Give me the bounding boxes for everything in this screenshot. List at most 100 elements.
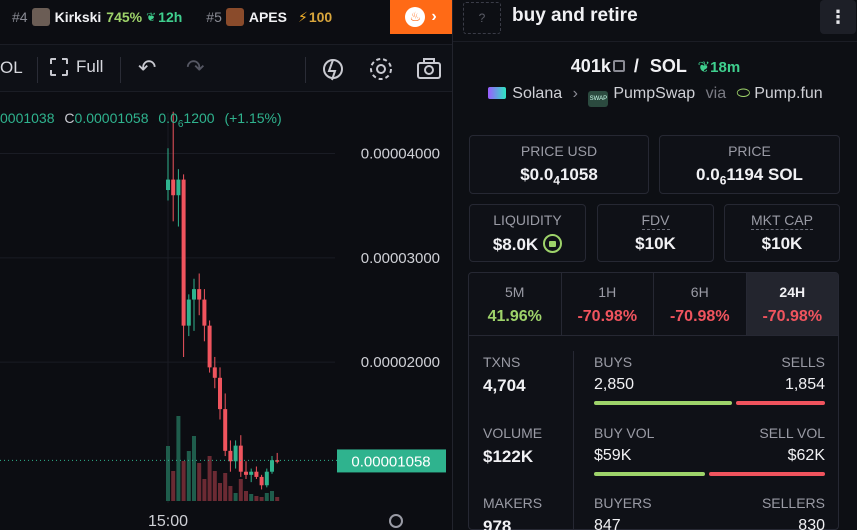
chart-pair-label[interactable]: OL (0, 58, 23, 77)
volume-bar (244, 491, 248, 501)
camera-icon[interactable] (415, 55, 443, 83)
candle-body (275, 460, 280, 462)
redo-icon[interactable]: ↷ (186, 55, 205, 80)
gear-icon (389, 514, 403, 528)
launchpad-link[interactable]: Pump.fun (754, 85, 823, 102)
makers-split: BUYERS SELLERS 847 830 (594, 495, 825, 530)
undo-icon[interactable]: ↶ (138, 55, 157, 80)
copy-icon[interactable] (612, 60, 625, 72)
volume-bar (176, 416, 181, 501)
candle-body (259, 476, 264, 486)
current-price-tag (337, 449, 446, 473)
token-image-placeholder[interactable]: ? (463, 2, 501, 34)
toolbar-divider (37, 57, 38, 83)
price-usd-value: $0.041058 (470, 165, 648, 187)
txns-value: 4,704 (483, 376, 526, 395)
ticker-item-4[interactable]: #4 Kirkski 745% ❦ 12h (12, 8, 182, 26)
buys-label: BUYS (594, 354, 633, 370)
sells-bar (736, 401, 825, 405)
chain-link[interactable]: Solana (512, 85, 563, 102)
candle-body (270, 460, 274, 472)
dex-link[interactable]: PumpSwap (613, 85, 696, 102)
tab-6h[interactable]: 6H -70.98% (654, 273, 747, 335)
liquidity-value-wrap: $8.0K (470, 234, 585, 255)
volume-label: VOLUME (483, 425, 543, 441)
price-usd-prefix: $0.0 (520, 165, 554, 184)
volume-bar (171, 471, 176, 501)
volume-bar (275, 497, 280, 501)
volume-split: BUY VOL SELL VOL $59K $62K (594, 425, 825, 476)
buys-bar (594, 401, 732, 405)
via-label: via (705, 85, 727, 102)
trending-ticker: #4 Kirkski 745% ❦ 12h #5 APES ⚡ 100 (0, 0, 452, 34)
divider (573, 351, 574, 530)
volume-bar (259, 497, 264, 501)
ohlc-close: 0.00001058 (74, 110, 149, 126)
price-sol-value: 0.061194 SOL (660, 165, 839, 187)
volume-bar (186, 451, 191, 501)
volume-bar (181, 461, 186, 501)
sprout-icon: ❦ (697, 59, 711, 76)
tab-label: 5M (505, 284, 525, 300)
x-tick-label: 15:00 (148, 513, 188, 530)
buys-sells-bar (594, 401, 825, 405)
pumpswap-icon: SWAP (588, 91, 609, 107)
liquidity-value: $8.0K (492, 235, 539, 254)
divider (453, 41, 857, 42)
ticker-rank: #4 (12, 9, 28, 25)
buy-vol-value: $59K (594, 447, 632, 464)
lock-icon[interactable] (543, 234, 563, 253)
tab-24h[interactable]: 24H -70.98% (746, 273, 838, 335)
volume-bar (202, 479, 207, 501)
sellers-value: 830 (798, 517, 825, 530)
ticker-token-name: APES (248, 9, 287, 25)
price-sol-label: PRICE (728, 143, 771, 159)
sells-value: 1,854 (784, 376, 825, 393)
volume-value: $122K (483, 447, 534, 466)
token-avatar (31, 8, 50, 26)
txns-label: TXNS (483, 354, 521, 370)
sells-label: SELLS (781, 354, 825, 370)
tab-change: -70.98% (577, 308, 638, 325)
price-usd-zeros: 4 (553, 173, 560, 188)
volume-bar (192, 436, 196, 501)
toolbar-divider (305, 57, 306, 83)
tab-5m[interactable]: 5M 41.96% (469, 273, 562, 335)
ticker-item-5[interactable]: #5 APES ⚡ 100 (206, 8, 332, 26)
liquidity-card: LIQUIDITY $8.0K (469, 204, 586, 262)
volume-bar (249, 494, 254, 501)
candle-body (244, 471, 248, 475)
fdv-card: FDV $10K (597, 204, 714, 262)
ticker-token-name: Kirkski (54, 9, 102, 25)
tab-1h[interactable]: 1H -70.98% (562, 273, 654, 335)
more-menu-button[interactable]: ⋮ (820, 0, 856, 34)
chart-toolbar: OL Full ↶ ↷ (0, 44, 452, 92)
buy-vol-bar (594, 472, 706, 476)
fullscreen-button[interactable]: Full (50, 57, 103, 77)
price-usd-digits: 1058 (559, 165, 598, 184)
makers-label: MAKERS (483, 495, 543, 511)
ohlc-ratio-rest: 1200 (183, 110, 215, 126)
pair-age: 18m (710, 59, 741, 76)
price-chart[interactable]: 0.00004000 0.00003000 0.00002000 0.00001058… (0, 93, 452, 530)
toolbar-divider (120, 57, 121, 83)
volume-bar (166, 446, 170, 501)
gear-icon[interactable] (367, 55, 395, 83)
chevron-right-icon: › (431, 8, 437, 25)
candle-body (249, 471, 254, 475)
chevron-right-icon: › (572, 85, 578, 102)
candle-body (171, 179, 176, 196)
price-usd-card: PRICE USD $0.041058 (469, 135, 649, 194)
indicators-icon[interactable] (320, 55, 348, 83)
volume-bar (264, 493, 269, 501)
hot-pairs-button[interactable]: ♨ › (390, 0, 452, 34)
buys-value: 2,850 (594, 376, 635, 393)
base-token: 401k (570, 56, 611, 76)
tab-label: 6H (690, 284, 709, 300)
tab-change: -70.98% (669, 308, 730, 325)
candle-body (264, 471, 269, 486)
candle-body (197, 289, 202, 300)
price-sol-prefix: 0.0 (696, 165, 720, 184)
candlestick-chart[interactable]: 0.00004000 0.00003000 0.00002000 0.00001058… (0, 93, 452, 530)
token-name: buy and retire (512, 5, 638, 26)
